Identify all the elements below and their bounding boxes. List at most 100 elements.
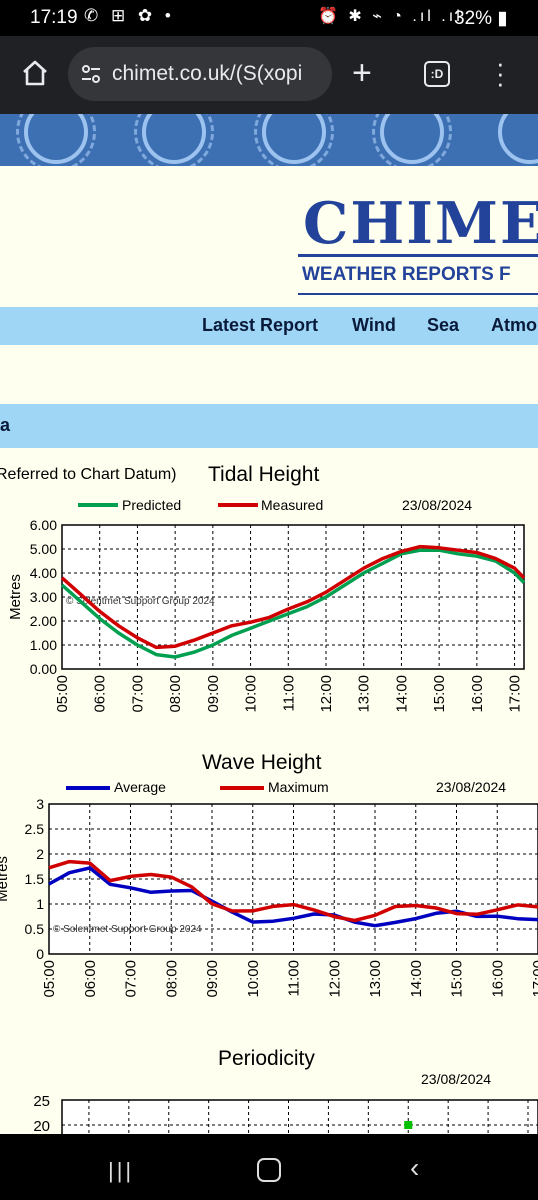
clock: 17:19	[30, 7, 78, 28]
y-tick-label: 5.00	[30, 541, 57, 557]
y-tick-label: 1.5	[25, 871, 45, 887]
periodicity-chart-title: Periodicity	[218, 1047, 315, 1070]
x-tick-label: 14:00	[393, 675, 410, 713]
x-tick-label: 13:00	[356, 675, 373, 713]
tide-chart: Referred to Chart Datum) Tidal Height Pr…	[0, 459, 538, 713]
logo-rule	[298, 254, 538, 257]
x-tick-label: 17:00	[530, 960, 538, 998]
x-tick-label: 08:00	[163, 960, 180, 998]
y-tick-label: 6.00	[30, 517, 57, 533]
tab-switcher-button[interactable]: :D	[424, 61, 450, 87]
x-tick-label: 05:00	[41, 960, 58, 998]
x-tick-label: 08:00	[167, 675, 184, 713]
x-tick-label: 10:00	[245, 960, 262, 998]
y-tick-label: 3.00	[30, 589, 57, 605]
x-tick-label: 11:00	[286, 960, 303, 996]
y-tick-label: 25	[33, 1093, 50, 1110]
site-logo[interactable]: CHIMET	[303, 190, 538, 257]
nav-sea[interactable]: Sea	[427, 315, 460, 335]
legend-predicted-swatch	[78, 503, 118, 507]
x-tick-label: 06:00	[92, 675, 109, 713]
x-tick-label: 10:00	[243, 675, 260, 713]
home-icon[interactable]	[20, 58, 50, 88]
sun-rays-decoration	[16, 114, 96, 166]
nav-wind[interactable]: Wind	[352, 315, 396, 335]
periodicity-chart-date: 23/08/2024	[421, 1071, 492, 1087]
x-tick-label: 16:00	[489, 960, 506, 998]
periodicity-point	[404, 1121, 413, 1129]
tide-chart-title: Tidal Height	[208, 463, 320, 486]
legend-measured-label: Measured	[261, 497, 324, 513]
browser-toolbar: chimet.co.uk/(S(xopi + :D · · ·	[0, 36, 538, 114]
periodicity-plot: 252015	[33, 1093, 538, 1134]
x-tick-label: 09:00	[204, 960, 221, 998]
header-banner	[0, 114, 538, 166]
section-header: a	[0, 404, 538, 448]
y-tick-label: 3	[36, 796, 44, 812]
address-bar[interactable]: chimet.co.uk/(S(xopi	[68, 47, 332, 101]
x-tick-label: 16:00	[469, 675, 486, 713]
section-title: a	[0, 415, 11, 435]
chart-watermark: © Solentmet Support Group 2024	[66, 596, 215, 607]
tide-datum-note: Referred to Chart Datum)	[0, 466, 177, 483]
y-axis-title: Metres	[0, 856, 11, 902]
wave-chart-title: Wave Height	[202, 751, 322, 774]
new-tab-icon[interactable]: +	[352, 54, 372, 92]
web-page: CHIMET WEATHER REPORTS F Latest Report W…	[0, 114, 538, 1134]
url-text[interactable]: chimet.co.uk/(S(xopi	[112, 62, 303, 85]
tide-chart-date: 23/08/2024	[402, 497, 473, 513]
y-axis-title: Metres	[7, 574, 24, 620]
x-tick-label: 12:00	[318, 675, 335, 713]
wave-chart-date: 23/08/2024	[436, 779, 507, 795]
x-tick-label: 07:00	[129, 675, 146, 713]
x-tick-label: 09:00	[205, 675, 222, 713]
y-tick-label: 4.00	[30, 565, 57, 581]
plot-area	[61, 1099, 538, 1134]
x-tick-label: 06:00	[82, 960, 99, 998]
legend-maximum-label: Maximum	[268, 779, 329, 795]
wave-plot: 05:00 06:00 07:00 08:00 09:00 10:00 11:00 12:00…	[0, 796, 538, 998]
x-tick-label: 11:00	[280, 675, 297, 711]
sun-pattern-icon	[498, 114, 538, 164]
y-tick-label: 20	[33, 1118, 50, 1134]
main-nav: Latest Report Wind Sea Atmo	[0, 307, 538, 345]
x-tick-label: 12:00	[326, 960, 343, 998]
y-tick-label: 0.5	[25, 921, 45, 937]
series-line-predicted	[60, 548, 526, 659]
y-tick-label: 2	[36, 846, 44, 862]
chart-watermark: © Solentmet Support Group 2024	[53, 924, 202, 935]
wave-chart: Wave Height Average Maximum 23/08/2024 0…	[0, 746, 538, 1046]
y-tick-label: 0	[36, 946, 44, 962]
x-tick-label: 05:00	[54, 675, 71, 713]
sun-rays-decoration	[372, 114, 452, 166]
back-icon[interactable]: ‹	[410, 1152, 420, 1183]
status-bar: 17:19 ✆ ⊞ ✿ • ⏰ ✱ ⌁ ◔ .ıl .ıl 32% ▮	[0, 0, 538, 36]
more-vert-icon[interactable]: · · ·	[496, 48, 505, 98]
system-icons: ⏰ ✱ ⌁ ◔ .ıl .ıl	[318, 8, 463, 25]
x-tick-label: 15:00	[449, 960, 466, 998]
series-line-average	[48, 866, 538, 928]
series-line-measured	[60, 544, 526, 650]
nav-atmosphere[interactable]: Atmo	[491, 315, 537, 335]
legend-average-label: Average	[114, 779, 166, 795]
tide-plot: 05:00 06:00 07:00 08:00 09:00 10:00 11:00 12:00…	[7, 517, 526, 713]
site-tagline: WEATHER REPORTS F	[302, 264, 511, 285]
x-tick-label: 15:00	[431, 675, 448, 713]
home-button-icon[interactable]	[257, 1158, 281, 1182]
legend-average-swatch	[66, 786, 110, 790]
periodicity-chart: Periodicity 23/08/2024 252015	[0, 1044, 538, 1134]
sun-rays-decoration	[254, 114, 334, 166]
y-tick-label: 0.00	[30, 661, 57, 677]
legend-measured-swatch	[218, 503, 258, 507]
legend-maximum-swatch	[220, 786, 264, 790]
x-tick-label: 07:00	[123, 960, 140, 998]
notification-icons: ✆ ⊞ ✿ •	[84, 6, 175, 25]
nav-latest-report[interactable]: Latest Report	[202, 315, 319, 335]
x-tick-label: 17:00	[507, 675, 524, 713]
x-tick-label: 14:00	[408, 960, 425, 998]
site-settings-icon[interactable]	[80, 63, 102, 85]
y-tick-label: 2.00	[30, 613, 57, 629]
legend-predicted-label: Predicted	[122, 497, 182, 513]
battery-level: 32% ▮	[454, 8, 508, 29]
recent-apps-icon[interactable]: |||	[108, 1158, 135, 1183]
